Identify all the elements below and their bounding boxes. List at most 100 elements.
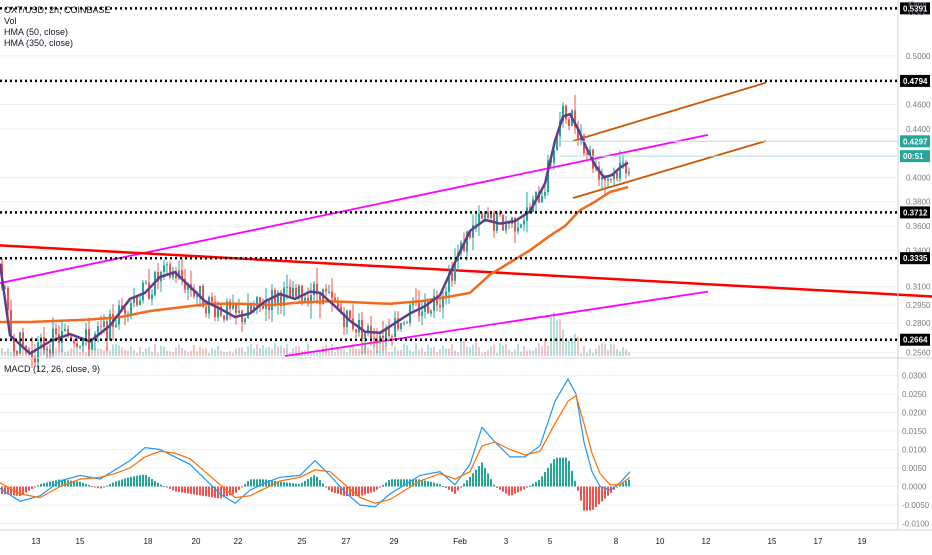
candle-body — [499, 212, 501, 215]
macd-histogram-bar — [256, 479, 258, 487]
volume-bar — [40, 343, 42, 356]
macd-histogram-bar — [601, 486, 603, 502]
price-level-tag-label: 0.3712 — [903, 208, 928, 217]
x-tick-label: 8 — [614, 537, 619, 546]
candle-body — [337, 300, 339, 308]
volume-bar — [394, 347, 396, 356]
candle-body — [343, 312, 345, 327]
volume-bar — [559, 319, 561, 356]
candle-body — [628, 171, 630, 174]
volume-bar — [511, 352, 513, 356]
volume-bar — [256, 344, 258, 356]
volume-bar — [508, 349, 510, 356]
macd-histogram-bar — [88, 484, 90, 487]
volume-bar — [571, 338, 573, 356]
candle-body — [463, 242, 465, 252]
candle-body — [196, 295, 198, 297]
macd-line — [0, 377, 631, 508]
volume-bar — [526, 350, 528, 356]
candle-body — [247, 304, 249, 319]
volume-bar — [382, 349, 384, 356]
volume-bar — [274, 343, 276, 356]
volume-bar — [355, 348, 357, 356]
macd-histogram-bar — [142, 474, 144, 487]
macd-histogram-bar — [22, 486, 24, 495]
volume-bar — [589, 348, 591, 356]
volume-bar — [100, 348, 102, 356]
macd-histogram-bar — [577, 486, 579, 491]
macd-histogram-bar — [190, 486, 192, 494]
macd-histogram-bar — [424, 480, 426, 487]
macd-histogram-bar — [376, 486, 378, 490]
macd-histogram-bar — [49, 481, 51, 487]
macd-histogram-bar — [583, 486, 585, 511]
candle-body — [22, 332, 24, 346]
volume-bar — [385, 344, 387, 356]
macd-histogram-bar — [121, 479, 123, 487]
volume-bar — [211, 348, 213, 356]
macd-histogram-bar — [493, 484, 495, 487]
macd-histogram-bar — [52, 480, 54, 487]
macd-histogram-bar — [301, 482, 303, 487]
macd-histogram-bar — [160, 484, 162, 487]
candle-body — [328, 291, 330, 293]
macd-histogram-bar — [166, 486, 168, 488]
macd-histogram-bar — [553, 459, 555, 487]
candle-body — [25, 345, 27, 351]
volume-bar — [175, 347, 177, 356]
candle-body — [280, 292, 282, 307]
macd-histogram-bar — [241, 486, 243, 488]
candle-body — [487, 212, 489, 218]
candle-body — [520, 224, 522, 228]
candle-body — [148, 282, 150, 299]
x-tick-label: 12 — [702, 537, 711, 546]
macd-histogram-bar — [4, 486, 6, 495]
volume-bar — [487, 349, 489, 356]
macd-histogram-bar — [250, 479, 252, 487]
x-tick-label: 20 — [192, 537, 201, 546]
volume-bar — [289, 352, 291, 356]
macd-histogram-bar — [481, 462, 483, 487]
volume-bar — [499, 343, 501, 356]
volume-bar — [253, 348, 255, 356]
volume-bar — [424, 351, 426, 356]
macd-histogram-bar — [205, 486, 207, 497]
price-tick-label: 0.3100 — [906, 283, 931, 292]
volume-bar — [184, 350, 186, 356]
volume-bar — [313, 351, 315, 356]
candle-body — [589, 149, 591, 155]
volume-bar — [73, 346, 75, 356]
macd-tick-label: -0.0100 — [902, 520, 930, 529]
macd-histogram-bar — [286, 482, 288, 487]
macd-histogram-bar — [178, 486, 180, 492]
volume-bar — [565, 340, 567, 356]
volume-bar — [103, 350, 105, 356]
macd-histogram-bar — [43, 483, 45, 487]
volume-bar — [400, 349, 402, 356]
volume-bar — [535, 347, 537, 356]
volume-bar — [373, 345, 375, 356]
volume-bar — [376, 350, 378, 356]
volume-bar — [478, 347, 480, 356]
volume-bar — [469, 346, 471, 356]
volume-bar — [541, 346, 543, 356]
macd-histogram-bar — [100, 486, 102, 489]
candle-body — [430, 310, 432, 314]
macd-histogram-bar — [550, 463, 552, 487]
macd-histogram-bar — [412, 479, 414, 487]
macd-histogram-bar — [472, 473, 474, 487]
volume-bar — [163, 346, 165, 356]
macd-histogram-bar — [136, 475, 138, 487]
volume-bar — [97, 348, 99, 356]
macd-histogram-bar — [427, 481, 429, 487]
macd-histogram-bar — [562, 457, 564, 487]
macd-histogram-bar — [280, 481, 282, 487]
candle-body — [442, 296, 444, 308]
volume-bar — [349, 348, 351, 356]
candle-body — [217, 306, 219, 318]
volume-bar — [238, 347, 240, 356]
candle-body — [325, 289, 327, 292]
volume-bar — [127, 350, 129, 356]
macd-histogram-bar — [442, 486, 444, 488]
